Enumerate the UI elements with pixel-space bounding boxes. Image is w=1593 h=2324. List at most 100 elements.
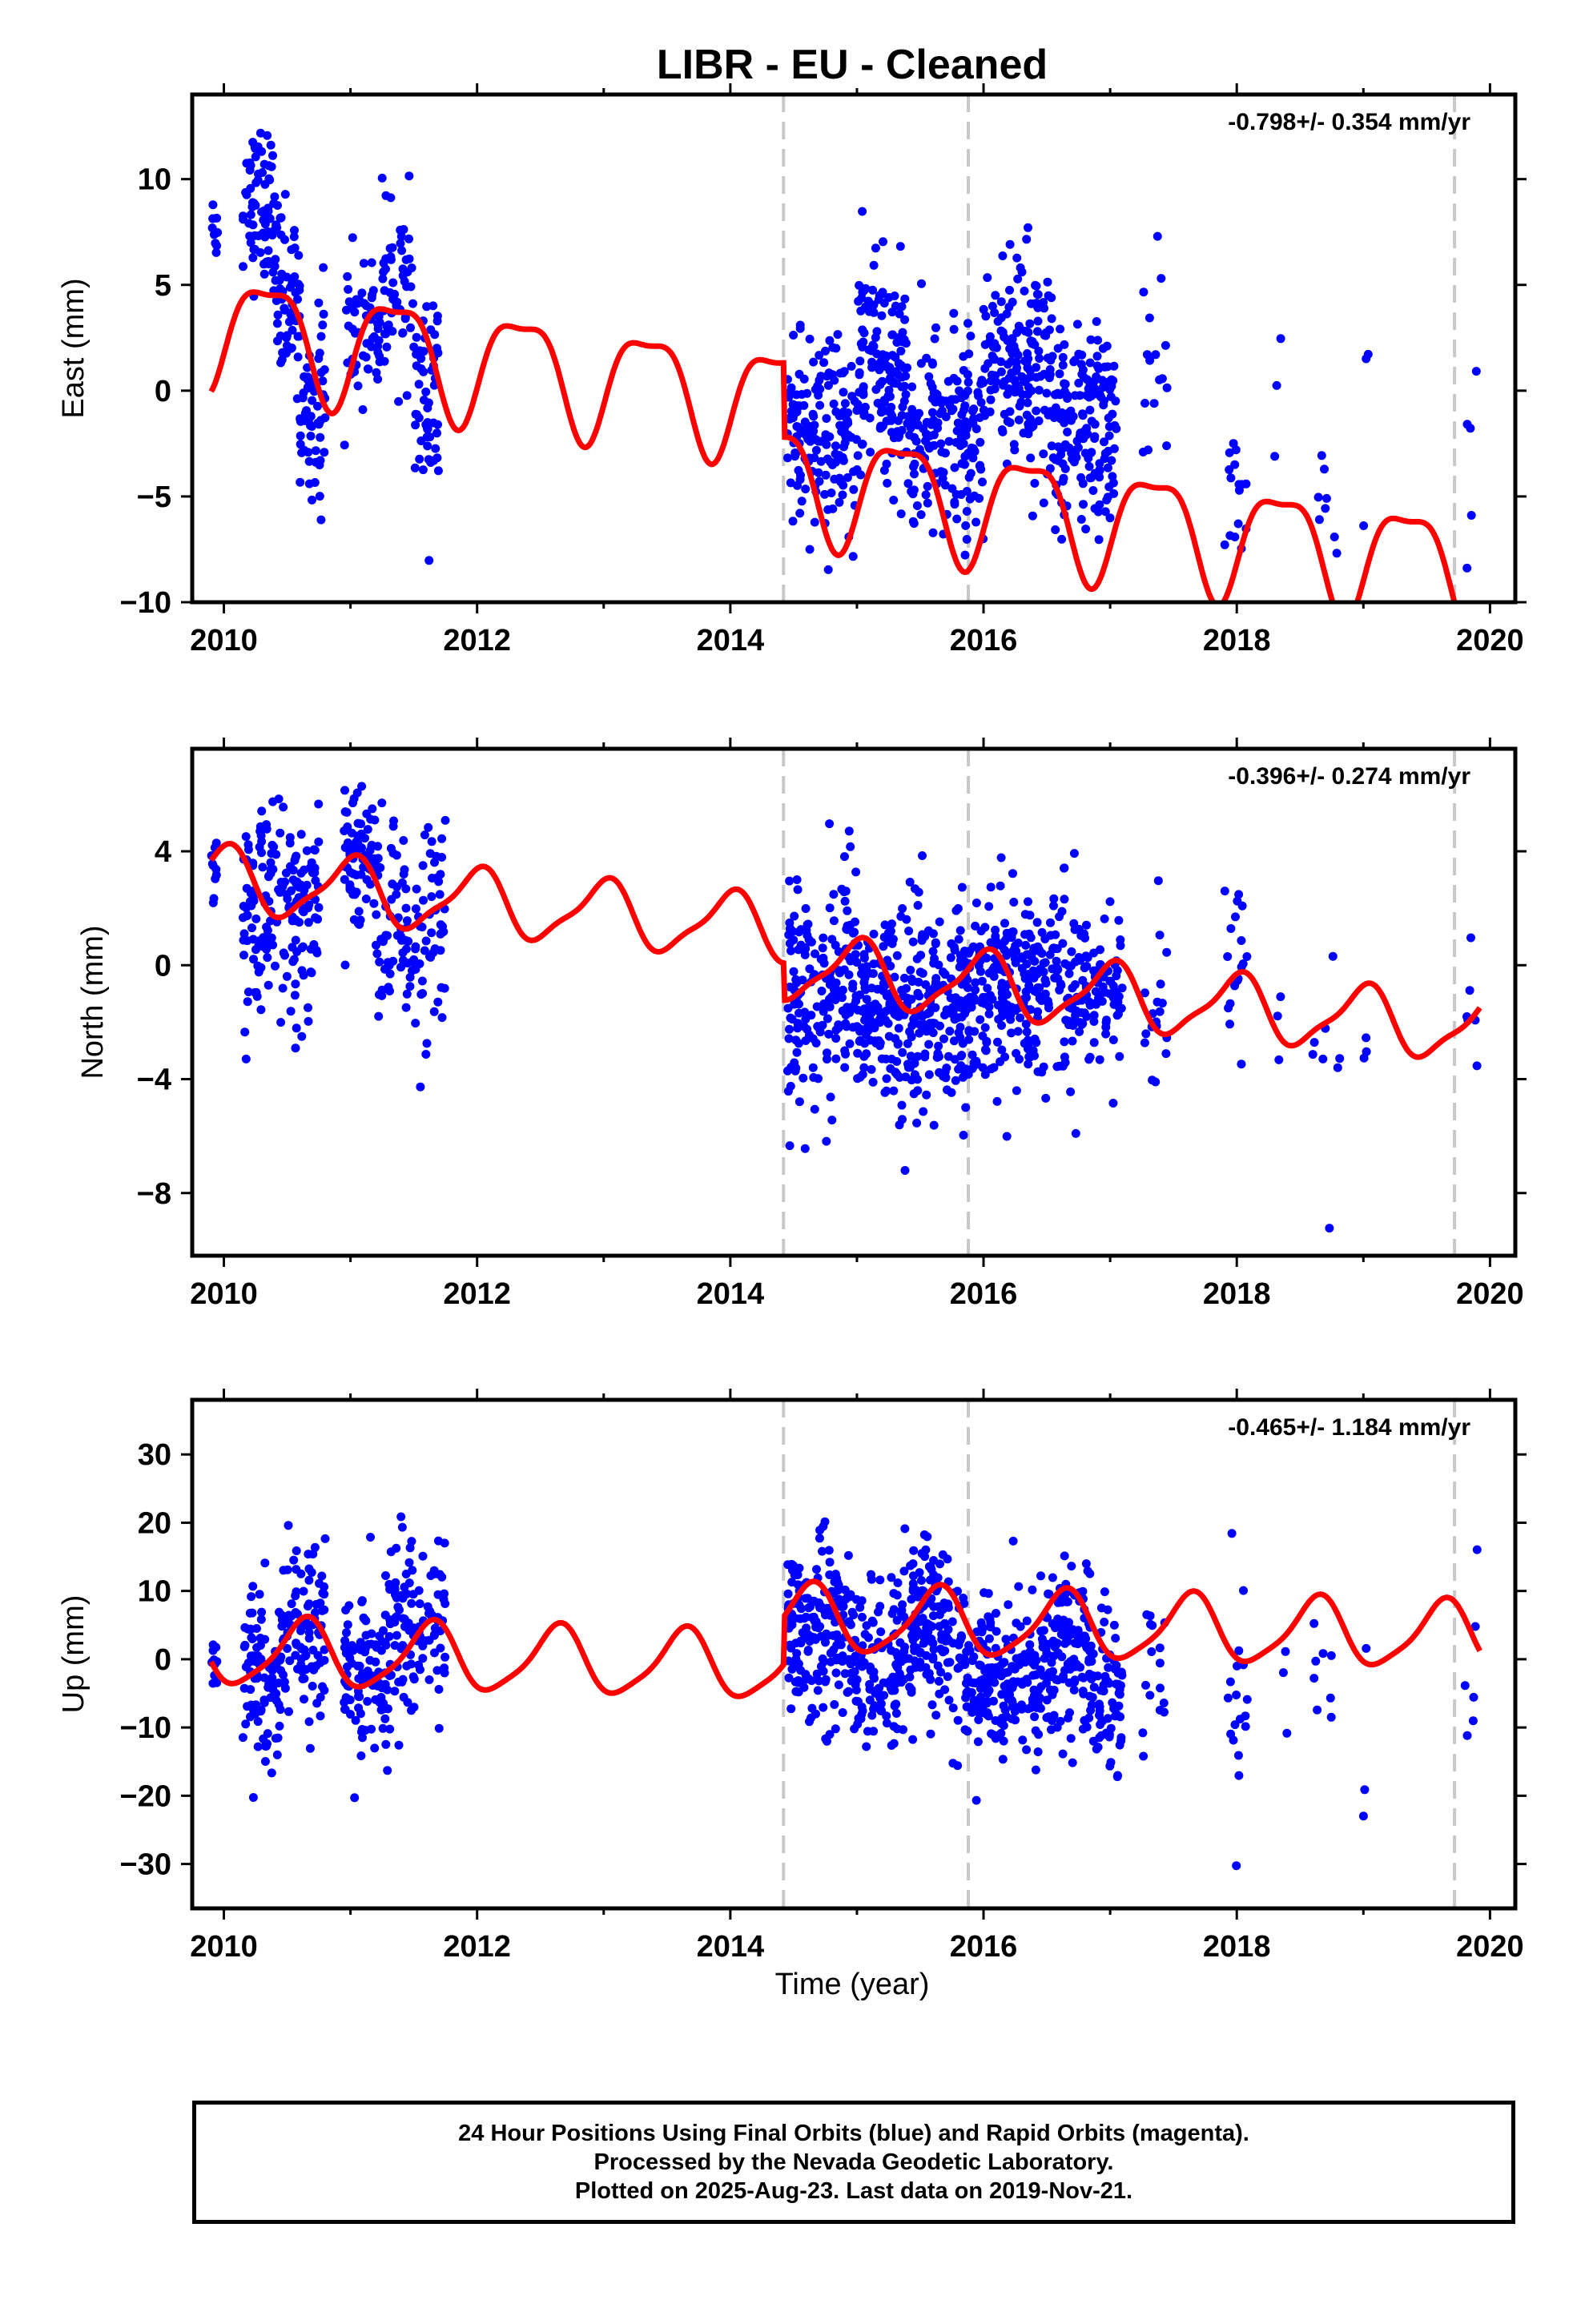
- data-point: [381, 1739, 391, 1749]
- x-tick-label: 2012: [443, 624, 511, 657]
- data-point: [1016, 1013, 1025, 1023]
- data-point: [296, 830, 306, 839]
- data-point: [857, 1662, 867, 1671]
- data-point: [1081, 1634, 1091, 1643]
- data-point: [890, 972, 899, 982]
- data-point: [1472, 1545, 1482, 1554]
- data-point: [928, 1638, 938, 1648]
- data-point: [314, 837, 324, 846]
- data-point: [1076, 955, 1085, 965]
- data-point: [1042, 1695, 1052, 1705]
- data-point: [1056, 443, 1066, 452]
- data-point: [287, 1599, 296, 1609]
- data-point: [1223, 1693, 1233, 1703]
- data-point: [316, 368, 326, 377]
- data-point: [1141, 1680, 1150, 1690]
- data-point: [816, 456, 826, 466]
- data-point: [1060, 895, 1069, 904]
- data-point: [1029, 1691, 1039, 1700]
- data-point: [416, 990, 426, 999]
- data-point: [274, 794, 284, 804]
- data-point: [340, 1705, 350, 1715]
- data-point: [304, 1564, 314, 1574]
- data-point: [374, 990, 384, 999]
- data-point: [1000, 1052, 1010, 1062]
- data-point: [1149, 399, 1159, 408]
- data-point: [1466, 933, 1475, 943]
- data-point: [823, 1048, 831, 1058]
- y-tick-label: 4: [155, 835, 171, 869]
- data-point: [921, 980, 931, 989]
- data-point: [1085, 1052, 1095, 1062]
- data-point: [869, 1672, 879, 1682]
- data-point: [964, 349, 974, 359]
- data-point: [412, 332, 421, 342]
- data-point: [879, 237, 887, 247]
- data-point: [1468, 1716, 1478, 1726]
- data-point: [887, 428, 896, 437]
- data-point: [1000, 377, 1009, 386]
- data-point: [793, 885, 803, 895]
- data-point: [801, 904, 811, 913]
- data-point: [932, 1052, 942, 1062]
- data-point: [249, 245, 259, 254]
- data-point: [963, 1727, 972, 1736]
- data-point: [372, 940, 380, 950]
- data-point: [1037, 992, 1046, 1002]
- y-tick-label: 10: [138, 163, 171, 197]
- data-point: [1272, 380, 1281, 390]
- data-point: [888, 330, 898, 340]
- data-point: [1060, 1638, 1070, 1648]
- data-point: [420, 946, 429, 955]
- data-point: [869, 929, 879, 939]
- data-point: [318, 376, 328, 386]
- data-point: [865, 1001, 875, 1011]
- data-point: [436, 946, 445, 955]
- data-point: [286, 862, 295, 871]
- data-point: [1072, 1626, 1081, 1635]
- data-point: [1030, 987, 1040, 995]
- data-point: [1360, 1785, 1370, 1795]
- data-point: [304, 1599, 314, 1609]
- data-point: [1000, 936, 1009, 946]
- data-point: [843, 430, 853, 440]
- data-point: [960, 1660, 970, 1670]
- data-point: [1321, 493, 1331, 503]
- data-point: [990, 384, 1000, 394]
- data-point: [929, 959, 939, 968]
- data-point: [988, 995, 997, 1004]
- data-point: [1028, 1585, 1037, 1594]
- data-point: [432, 873, 441, 883]
- data-point: [815, 400, 825, 410]
- data-point: [296, 868, 306, 878]
- data-point: [1318, 1054, 1328, 1063]
- data-point: [1157, 374, 1167, 384]
- data-point: [306, 432, 316, 440]
- data-point: [962, 1679, 971, 1688]
- data-point: [799, 1022, 809, 1031]
- data-point: [1047, 441, 1056, 451]
- data-point: [1020, 910, 1030, 919]
- data-point: [902, 915, 911, 924]
- data-point: [401, 1003, 411, 1012]
- data-point: [268, 1673, 277, 1683]
- model-curve: [208, 841, 1482, 1060]
- data-point: [1003, 360, 1012, 369]
- data-point: [915, 1028, 924, 1038]
- data-point: [380, 356, 389, 366]
- data-point: [1067, 947, 1076, 956]
- data-point: [1078, 1586, 1088, 1596]
- y-tick-label: 0: [155, 1643, 171, 1677]
- data-point: [1021, 1019, 1031, 1029]
- data-point: [305, 1743, 315, 1753]
- data-point: [815, 351, 824, 360]
- data-point: [992, 1609, 1000, 1618]
- data-point: [962, 507, 971, 516]
- data-point: [823, 1055, 831, 1063]
- data-point: [312, 948, 322, 958]
- data-point: [1049, 894, 1059, 903]
- data-point: [1042, 388, 1052, 398]
- data-point: [940, 448, 950, 458]
- data-point: [258, 942, 268, 951]
- data-point: [1089, 1011, 1099, 1020]
